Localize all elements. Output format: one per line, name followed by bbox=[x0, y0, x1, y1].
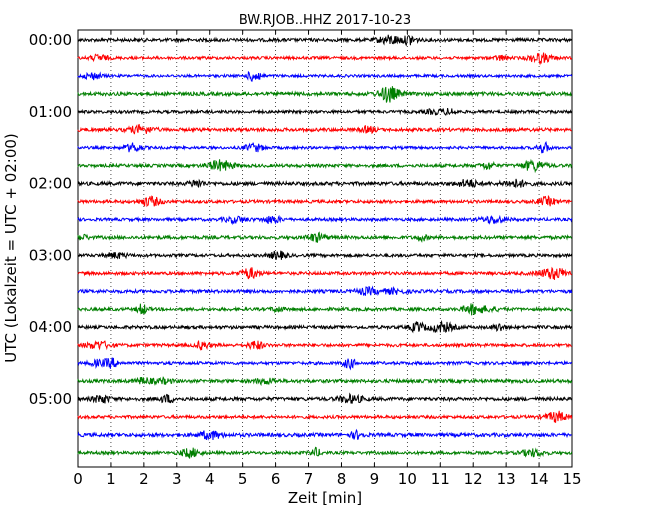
x-tick-label: 11 bbox=[431, 470, 450, 488]
y-axis-ticks: 00:00 01:00 02:00 03:00 04:00 05:00 bbox=[29, 31, 572, 408]
y-axis-label: UTC (Lokalzeit = UTC + 02:00) bbox=[2, 133, 20, 363]
y-tick-label: 00:00 bbox=[29, 31, 72, 49]
trace-15 bbox=[77, 285, 573, 296]
trace-23 bbox=[77, 428, 572, 441]
seismogram-traces bbox=[77, 34, 573, 459]
trace-10 bbox=[77, 194, 572, 208]
trace-14 bbox=[77, 266, 573, 280]
trace-1 bbox=[77, 34, 573, 47]
x-tick-label: 6 bbox=[271, 470, 281, 488]
trace-3 bbox=[77, 70, 573, 82]
trace-22 bbox=[77, 410, 573, 423]
y-tick-label: 01:00 bbox=[29, 103, 72, 121]
y-tick-label: 02:00 bbox=[29, 175, 72, 193]
y-tick-label: 03:00 bbox=[29, 246, 72, 264]
trace-11 bbox=[77, 214, 573, 226]
x-tick-label: 14 bbox=[530, 470, 549, 488]
trace-5 bbox=[77, 107, 573, 116]
y-tick-label: 05:00 bbox=[29, 390, 72, 408]
vertical-gridlines bbox=[110, 30, 540, 467]
plot-area bbox=[77, 29, 573, 468]
x-tick-label: 15 bbox=[562, 470, 581, 488]
x-tick-label: 3 bbox=[172, 470, 182, 488]
trace-18 bbox=[77, 339, 573, 351]
x-tick-label: 4 bbox=[205, 470, 215, 488]
trace-7 bbox=[77, 140, 573, 154]
trace-13 bbox=[77, 250, 573, 260]
x-axis-label: Zeit [min] bbox=[288, 489, 362, 507]
x-tick-label: 5 bbox=[238, 470, 248, 488]
trace-20 bbox=[77, 376, 573, 387]
x-tick-label: 10 bbox=[398, 470, 417, 488]
trace-2 bbox=[77, 52, 573, 66]
trace-9 bbox=[77, 178, 573, 189]
chart-title: BW.RJOB..HHZ 2017-10-23 bbox=[239, 13, 411, 28]
trace-19 bbox=[77, 357, 573, 371]
trace-8 bbox=[77, 158, 573, 174]
x-axis-ticks: 0 1 2 3 4 5 6 7 8 9 10 11 12 13 14 15 bbox=[73, 30, 582, 488]
trace-12 bbox=[77, 231, 573, 243]
trace-16 bbox=[77, 302, 573, 316]
x-tick-label: 7 bbox=[304, 470, 314, 488]
x-tick-label: 0 bbox=[73, 470, 83, 488]
trace-4 bbox=[77, 86, 572, 103]
x-tick-label: 2 bbox=[139, 470, 149, 488]
x-tick-label: 12 bbox=[464, 470, 483, 488]
x-tick-label: 13 bbox=[497, 470, 516, 488]
trace-24 bbox=[77, 446, 573, 459]
x-tick-label: 8 bbox=[337, 470, 347, 488]
x-tick-label: 1 bbox=[106, 470, 116, 488]
x-tick-label: 9 bbox=[370, 470, 380, 488]
y-tick-label: 04:00 bbox=[29, 318, 72, 336]
trace-17 bbox=[77, 319, 573, 334]
trace-6 bbox=[77, 123, 572, 135]
trace-21 bbox=[77, 392, 573, 404]
